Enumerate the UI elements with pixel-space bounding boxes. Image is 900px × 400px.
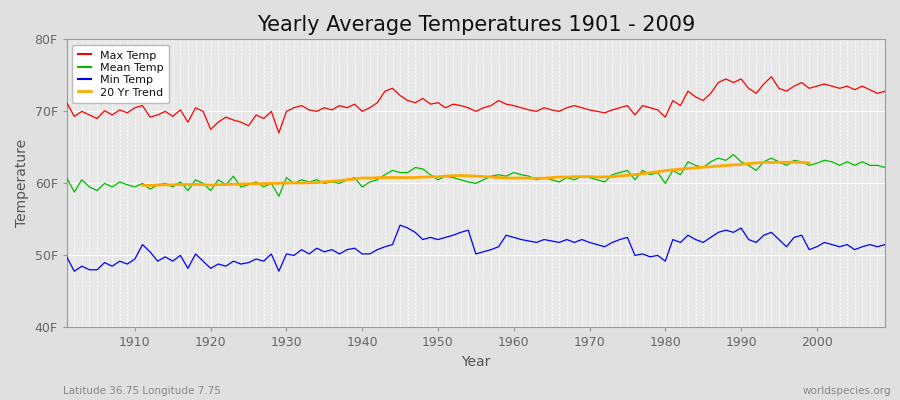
- Text: Latitude 36.75 Longitude 7.75: Latitude 36.75 Longitude 7.75: [63, 386, 220, 396]
- Text: worldspecies.org: worldspecies.org: [803, 386, 891, 396]
- Y-axis label: Temperature: Temperature: [15, 139, 29, 228]
- Legend: Max Temp, Mean Temp, Min Temp, 20 Yr Trend: Max Temp, Mean Temp, Min Temp, 20 Yr Tre…: [72, 45, 169, 103]
- X-axis label: Year: Year: [461, 355, 491, 369]
- Title: Yearly Average Temperatures 1901 - 2009: Yearly Average Temperatures 1901 - 2009: [256, 15, 695, 35]
